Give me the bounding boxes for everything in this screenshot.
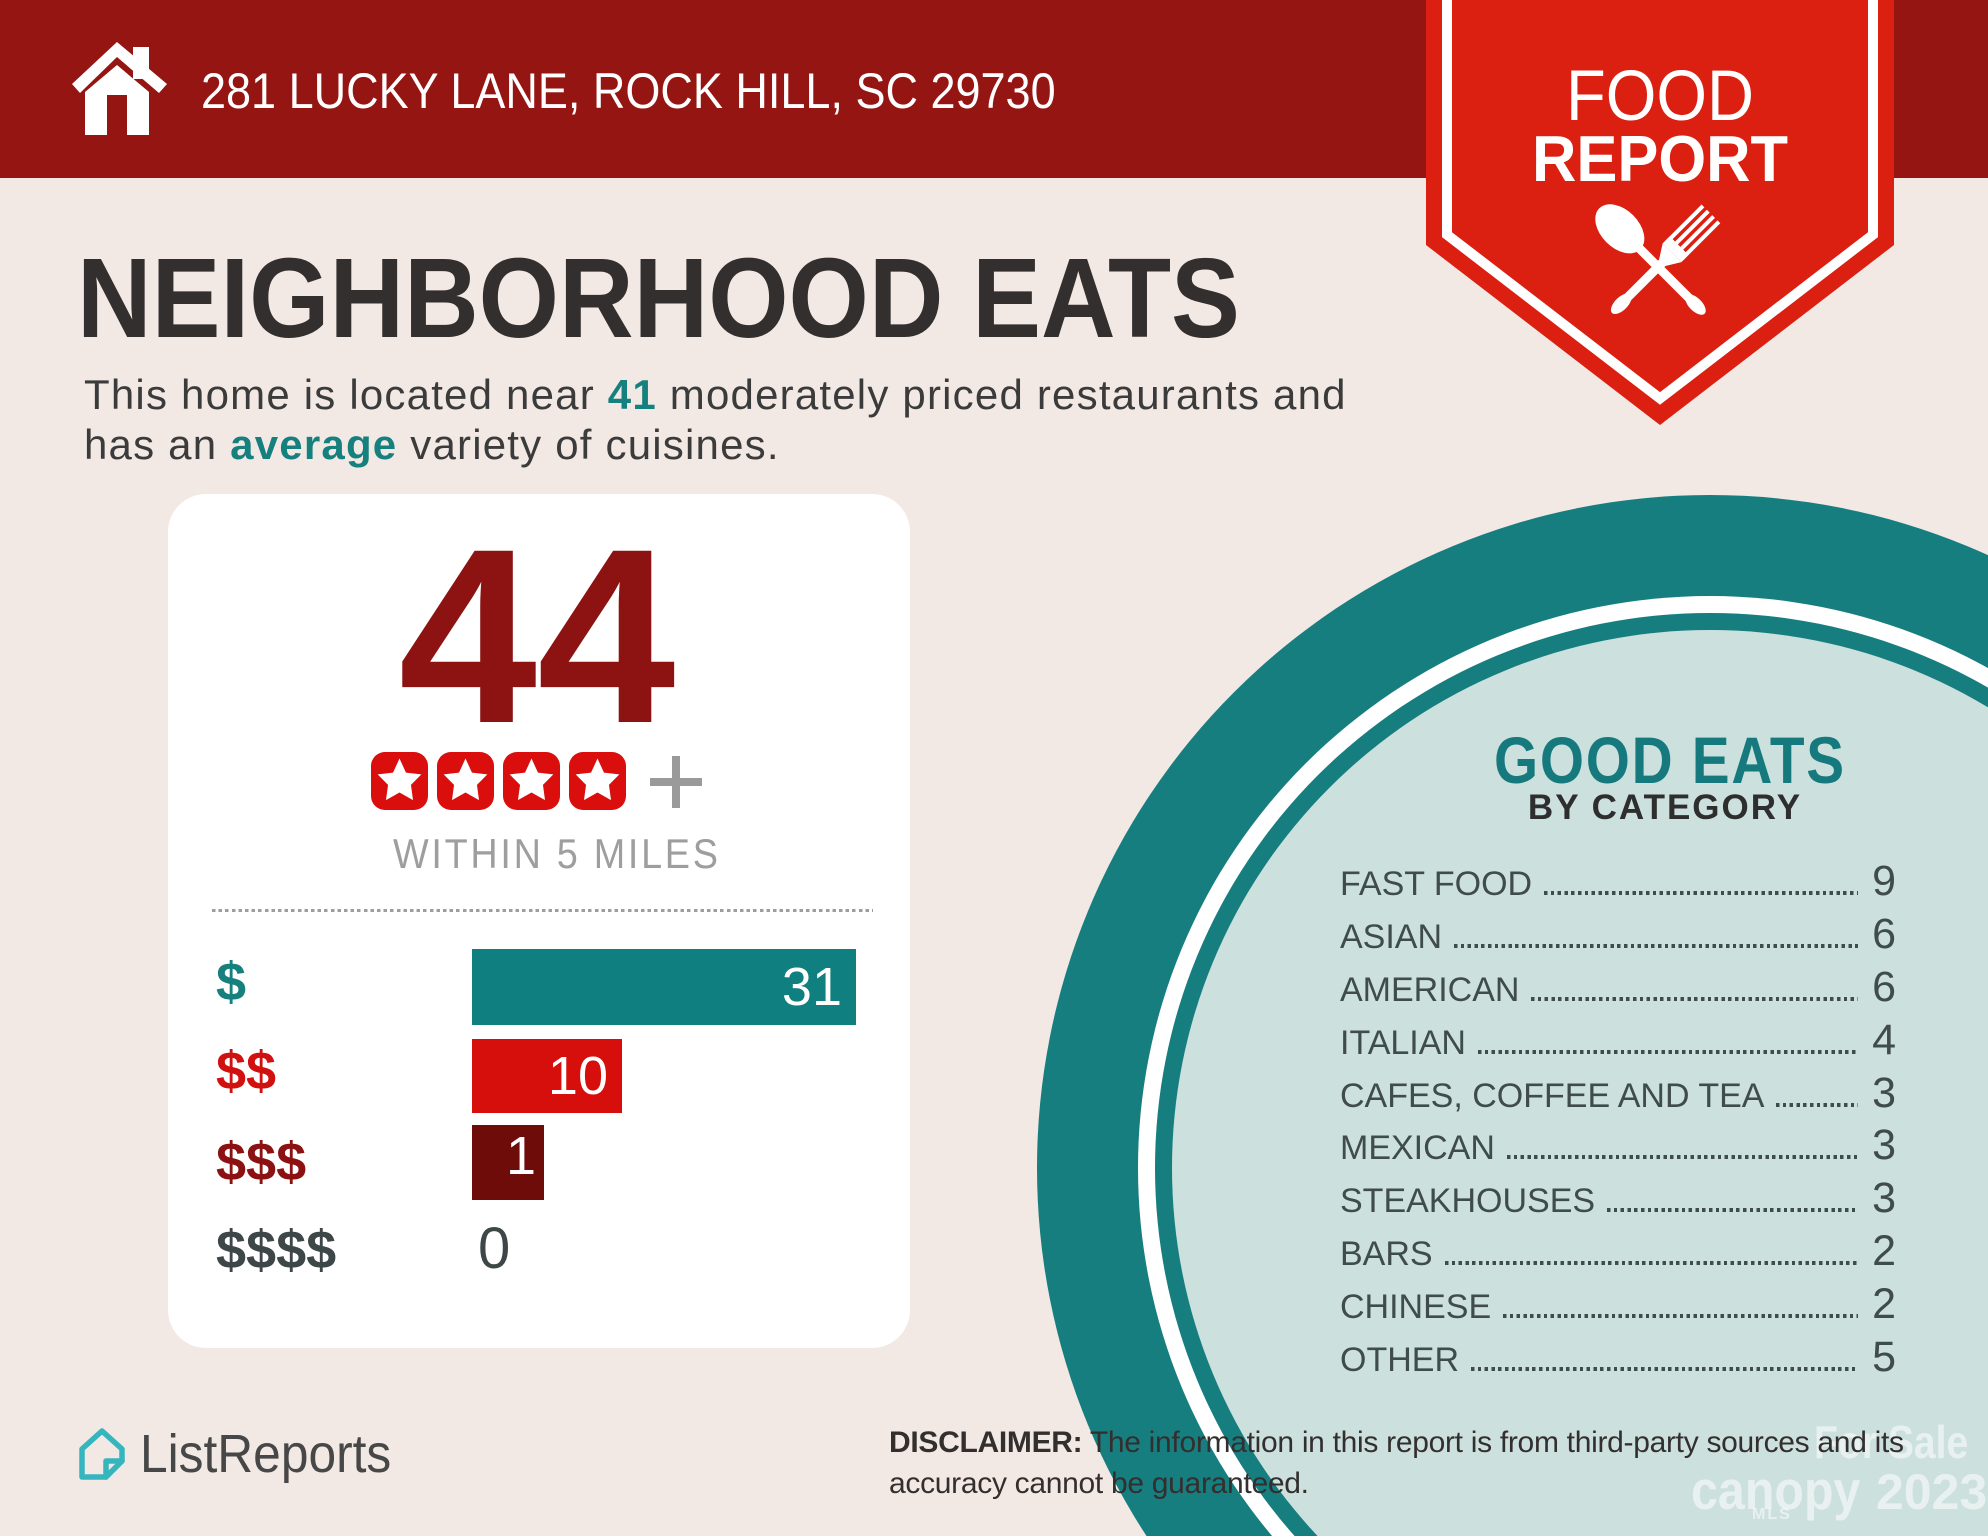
- svg-text:REPORT: REPORT: [1532, 123, 1788, 195]
- svg-text:FOOD: FOOD: [1566, 57, 1754, 136]
